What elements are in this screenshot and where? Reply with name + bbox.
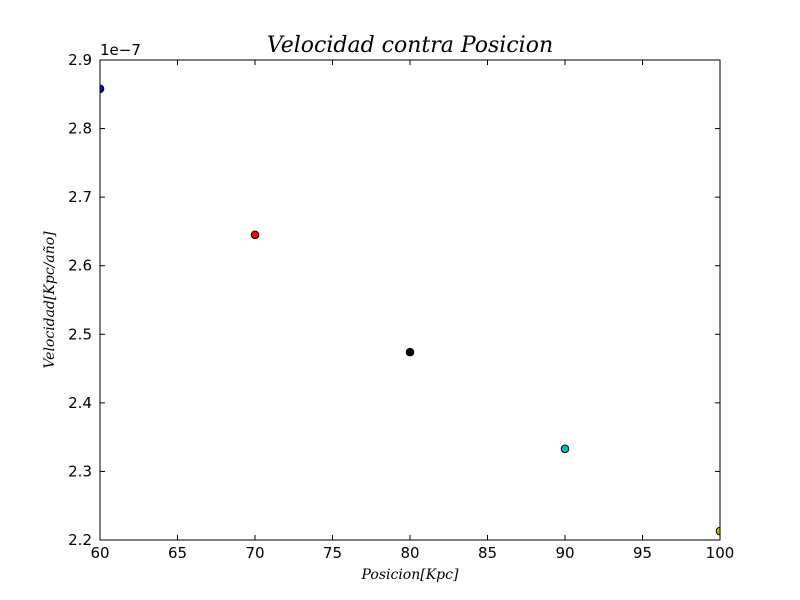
y-offset-label: 1e−7 (100, 41, 141, 59)
data-point (405, 347, 415, 357)
plot-frame (99, 59, 721, 541)
x-tick-label: 65 (168, 544, 187, 562)
y-tick-label: 2.6 (68, 257, 92, 275)
x-tick-label: 100 (706, 544, 735, 562)
y-tick-label: 2.2 (68, 531, 92, 549)
y-tick-label: 2.9 (68, 51, 92, 69)
points-layer (100, 84, 720, 536)
x-tick-label: 75 (323, 544, 342, 562)
x-tick-label: 60 (90, 544, 109, 562)
y-tick-labels: 2.2 2.3 2.4 2.5 2.6 2.7 2.8 2.9 (68, 51, 92, 549)
chart-title: Velocidad contra Posicion (267, 33, 553, 58)
y-tick-label: 2.4 (68, 394, 92, 412)
y-tick-label: 2.7 (68, 188, 92, 206)
data-point (715, 526, 720, 536)
y-tick-label: 2.5 (68, 325, 92, 343)
data-point (250, 230, 260, 240)
x-tick-label: 85 (478, 544, 497, 562)
x-tick-labels: 60 65 70 75 80 85 90 95 100 (90, 544, 734, 562)
y-tick-label: 2.3 (68, 462, 92, 480)
data-point (100, 84, 105, 94)
x-axis-label: Posicion[Kpc] (361, 567, 459, 583)
y-axis-label: Velocidad[Kpc/año] (42, 231, 58, 369)
data-point (560, 444, 570, 454)
y-tick-label: 2.8 (68, 120, 92, 138)
x-tick-label: 70 (245, 544, 264, 562)
x-tick-label: 80 (400, 544, 419, 562)
x-tick-label: 95 (633, 544, 652, 562)
ticks-layer (99, 59, 721, 541)
x-tick-label: 90 (555, 544, 574, 562)
